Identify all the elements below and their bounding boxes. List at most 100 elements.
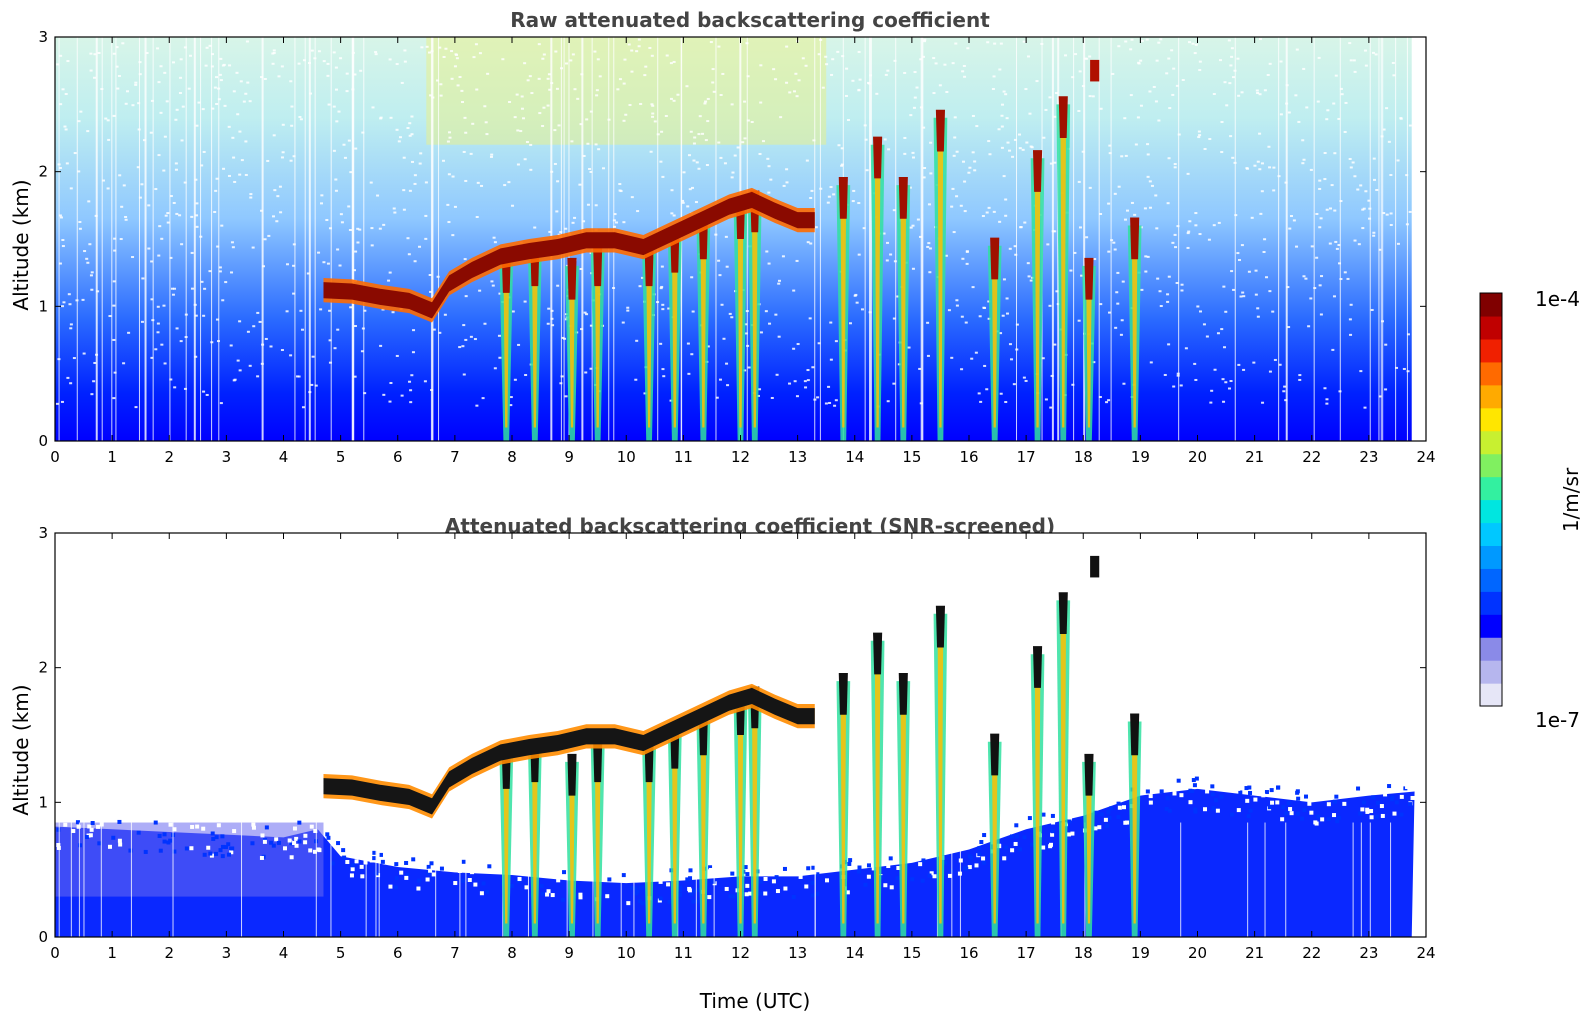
noise-speckle [1225,104,1229,107]
noise-speckle [1389,223,1393,226]
noise-speckle [511,310,515,313]
noise-speckle [1384,388,1388,391]
noise-speckle [559,231,563,234]
noise-speckle [1028,112,1032,115]
noise-speckle [403,49,407,52]
noise-speckle [991,87,995,90]
edge-speckle [172,849,177,854]
noise-speckle [665,54,669,57]
noise-speckle [458,76,462,79]
edge-speckle [425,877,430,882]
edge-speckle [918,862,923,867]
noise-speckle [586,203,590,206]
noise-speckle [987,140,991,143]
plume-core [671,245,678,428]
edge-speckle [350,863,355,868]
noise-speckle [299,118,303,121]
edge-speckle [1194,776,1199,781]
edge-speckle [1116,815,1121,820]
edge-speckle [96,824,101,829]
plume-core [737,708,744,924]
noise-speckle [187,87,191,90]
noise-speckle [1361,208,1365,211]
noise-speckle [1247,270,1251,273]
noise-speckle [1232,76,1236,79]
noise-speckle [797,79,801,82]
precipitation-plume [1082,753,1096,937]
noise-speckle [260,76,264,79]
noise-speckle [171,61,175,64]
noise-speckle [695,161,699,164]
y-tick-label: 0 [38,432,48,450]
noise-speckle [992,75,996,78]
noise-speckle [402,208,406,211]
noise-speckle [317,50,321,53]
noise-speckle [463,116,467,119]
noise-speckle [556,180,560,183]
noise-speckle [439,94,443,97]
noise-speckle [723,162,727,165]
noise-speckle [424,214,428,217]
noise-speckle [251,246,255,249]
edge-speckle [1176,778,1181,783]
edge-speckle [168,838,173,843]
noise-speckle [298,115,302,118]
noise-speckle [311,355,315,358]
edge-speckle [309,824,314,829]
edge-speckle [1248,808,1253,813]
noise-speckle [947,309,951,312]
edge-speckle [1379,804,1384,809]
noise-speckle [1333,209,1337,212]
noise-speckle [236,113,240,116]
noise-speckle [1176,225,1180,228]
noise-speckle [1197,136,1201,139]
edge-speckle [927,873,932,878]
noise-speckle [403,60,407,63]
noise-speckle [785,168,789,171]
noise-speckle [834,399,838,402]
edge-speckle [1248,790,1253,795]
noise-speckle [541,124,545,127]
noise-speckle [955,150,959,153]
noise-speckle [1292,219,1296,222]
noise-speckle [1352,59,1356,62]
noise-speckle [554,50,558,53]
noise-speckle [336,328,340,331]
noise-speckle [300,328,304,331]
edge-speckle [763,891,768,896]
noise-speckle [928,247,932,250]
edge-speckle [932,874,937,879]
noise-speckle [194,314,198,317]
noise-speckle [1022,40,1026,43]
noise-speckle [423,380,427,383]
edge-speckle [1116,801,1121,806]
noise-speckle [973,160,977,163]
noise-speckle [1053,343,1057,346]
edge-speckle [352,847,357,852]
edge-speckle [1029,842,1034,847]
noise-speckle [77,170,81,173]
noise-speckle [795,395,799,398]
noise-speckle [834,340,838,343]
noise-speckle [1333,152,1337,155]
noise-speckle [817,53,821,56]
edge-speckle [1267,805,1272,810]
noise-speckle [233,180,237,183]
edge-speckle [287,838,292,843]
noise-speckle [648,46,652,49]
colorbar-segment [1480,499,1502,524]
noise-speckle [1069,269,1073,272]
edge-speckle [153,820,158,825]
noise-speckle [475,404,479,407]
edge-speckle [372,850,377,855]
edge-speckle [274,837,279,842]
noise-speckle [1073,251,1077,254]
edge-speckle [470,870,475,875]
noise-speckle [826,201,830,204]
noise-speckle [163,362,167,365]
edge-speckle [696,888,701,893]
noise-speckle [240,159,244,162]
noise-speckle [743,369,747,372]
noise-speckle [795,259,799,262]
noise-speckle [688,188,692,191]
